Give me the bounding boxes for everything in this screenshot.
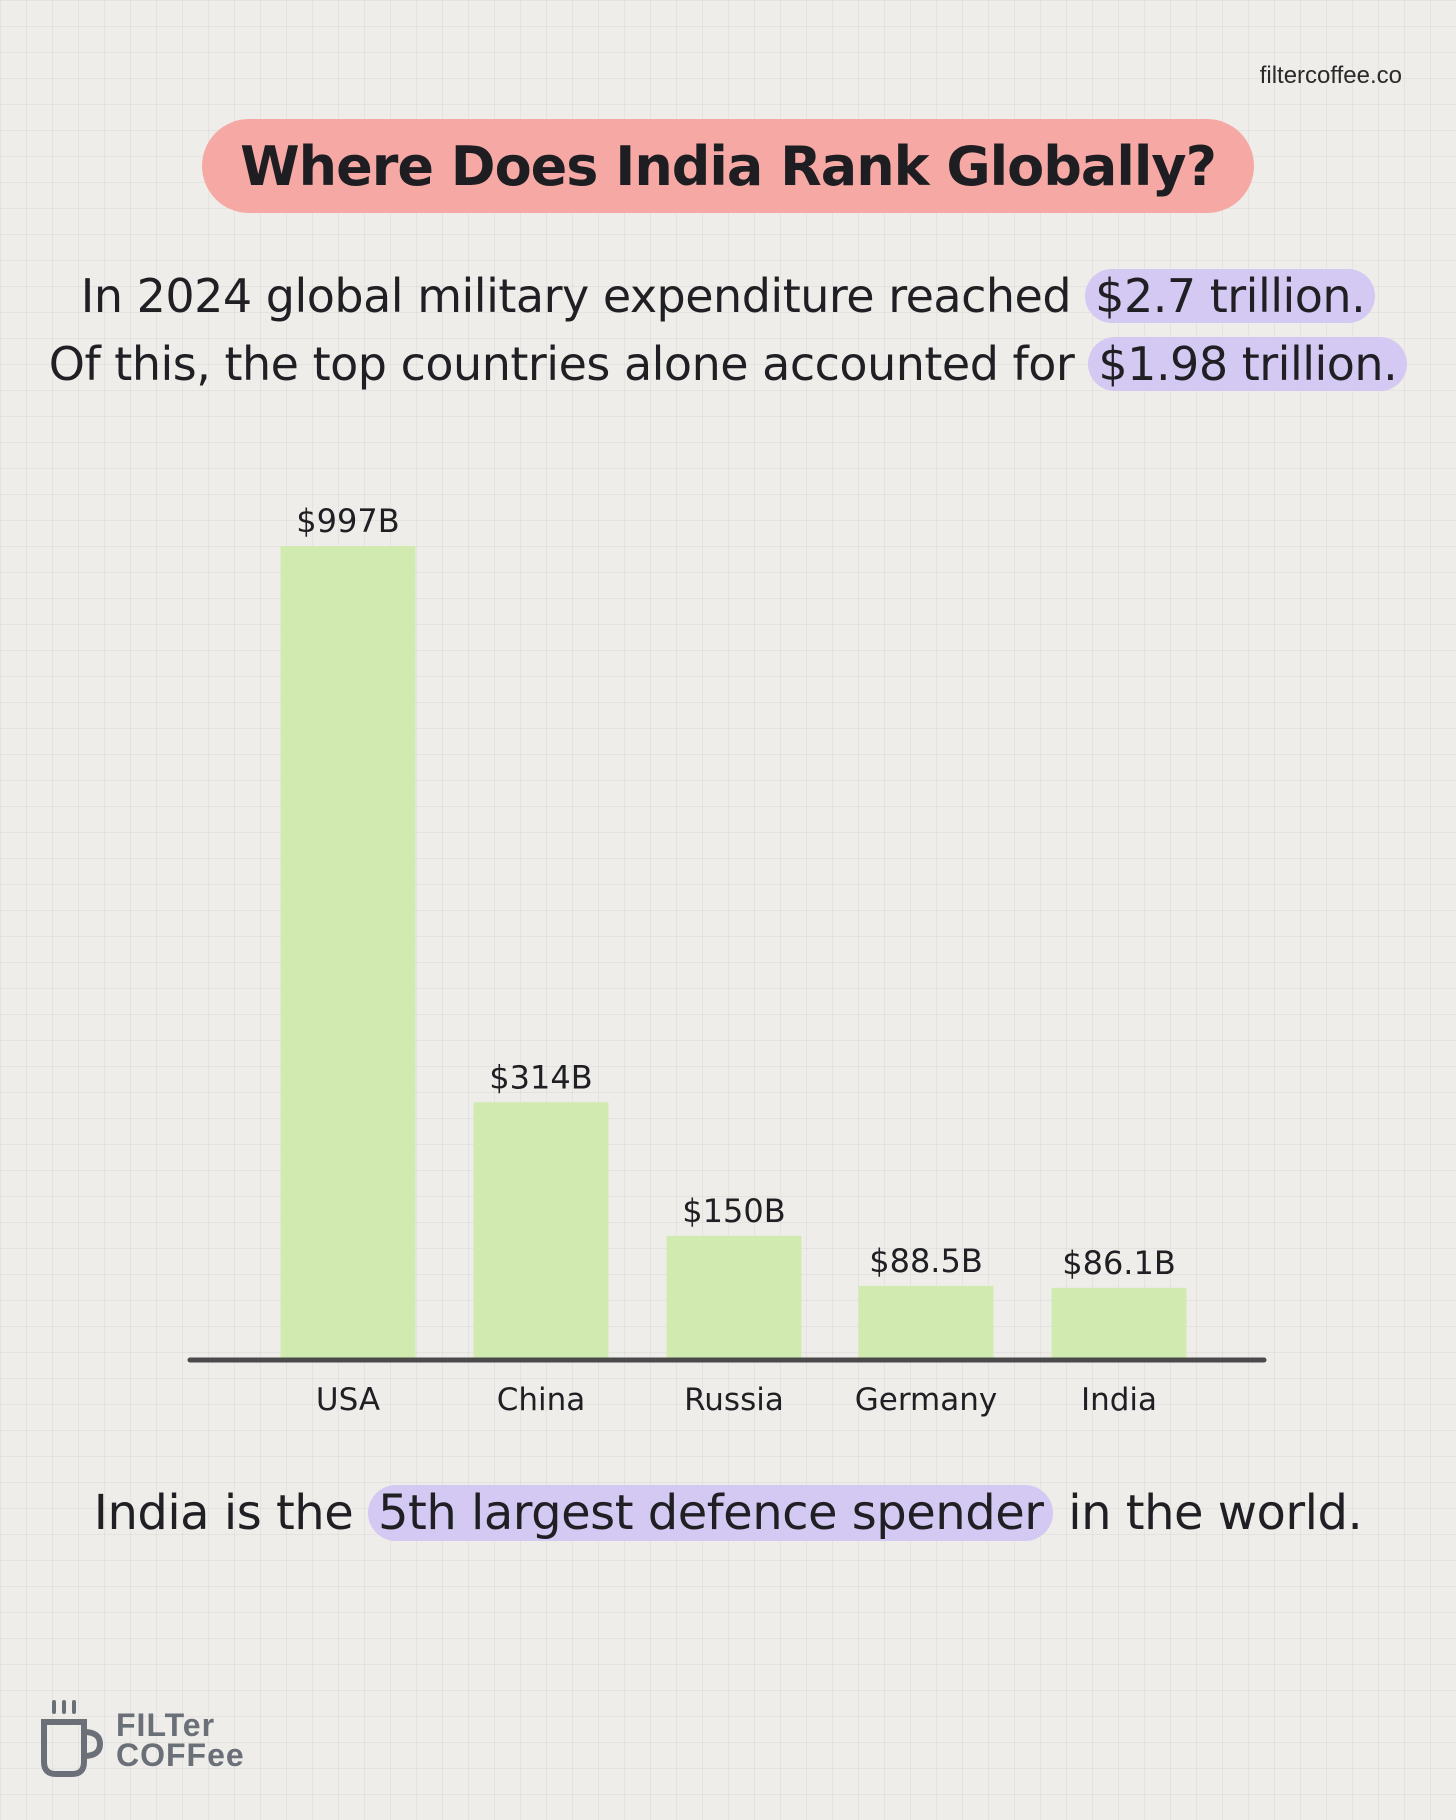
intro-line-2-highlight: $1.98 trillion.: [1088, 337, 1408, 391]
value-label-germany: $88.5B: [869, 1242, 983, 1280]
bar-chart: $997B USA $314B China $150B Russia $88.5B Germa…: [187, 502, 1267, 1418]
coffee-cup-icon: [41, 1700, 104, 1777]
x-tick-germany: Germany: [855, 1382, 997, 1418]
x-tick-india: India: [1081, 1382, 1157, 1418]
footer-text-before: India is the: [93, 1485, 354, 1541]
page-title: Where Does India Rank Globally?: [240, 134, 1217, 198]
intro-line-2-text: Of this, the top countries alone account…: [48, 337, 1075, 391]
intro-line-1: In 2024 global military expenditure reac…: [0, 262, 1456, 330]
x-tick-usa: USA: [316, 1382, 380, 1418]
logo-line-1: FILTer: [116, 1707, 216, 1743]
bar-germany: [858, 1285, 994, 1358]
footer-statement: India is the 5th largest defence spender…: [0, 1485, 1456, 1541]
logo-line-2: COFFee: [116, 1737, 245, 1773]
value-label-usa: $997B: [296, 502, 399, 540]
intro-text: In 2024 global military expenditure reac…: [0, 262, 1456, 398]
intro-line-2: Of this, the top countries alone account…: [0, 330, 1456, 398]
x-tick-china: China: [497, 1382, 586, 1418]
intro-line-1-highlight: $2.7 trillion.: [1085, 269, 1376, 323]
value-label-russia: $150B: [682, 1192, 785, 1230]
bar-usa: [280, 546, 416, 1358]
x-tick-russia: Russia: [684, 1382, 784, 1418]
brand-logo: FILTer COFFee: [40, 1700, 245, 1780]
title-banner: Where Does India Rank Globally?: [202, 119, 1254, 213]
bar-china: [473, 1102, 609, 1358]
logo-wordmark: FILTer COFFee: [116, 1707, 245, 1773]
site-url[interactable]: filtercoffee.co: [1259, 62, 1402, 89]
value-label-india: $86.1B: [1062, 1244, 1176, 1282]
bar-russia: [666, 1235, 802, 1358]
footer-highlight: 5th largest defence spender: [368, 1485, 1054, 1541]
value-label-china: $314B: [489, 1058, 592, 1096]
footer-text-after: in the world.: [1068, 1485, 1363, 1541]
bar-india: [1051, 1287, 1187, 1358]
intro-line-1-text: In 2024 global military expenditure reac…: [80, 269, 1072, 323]
